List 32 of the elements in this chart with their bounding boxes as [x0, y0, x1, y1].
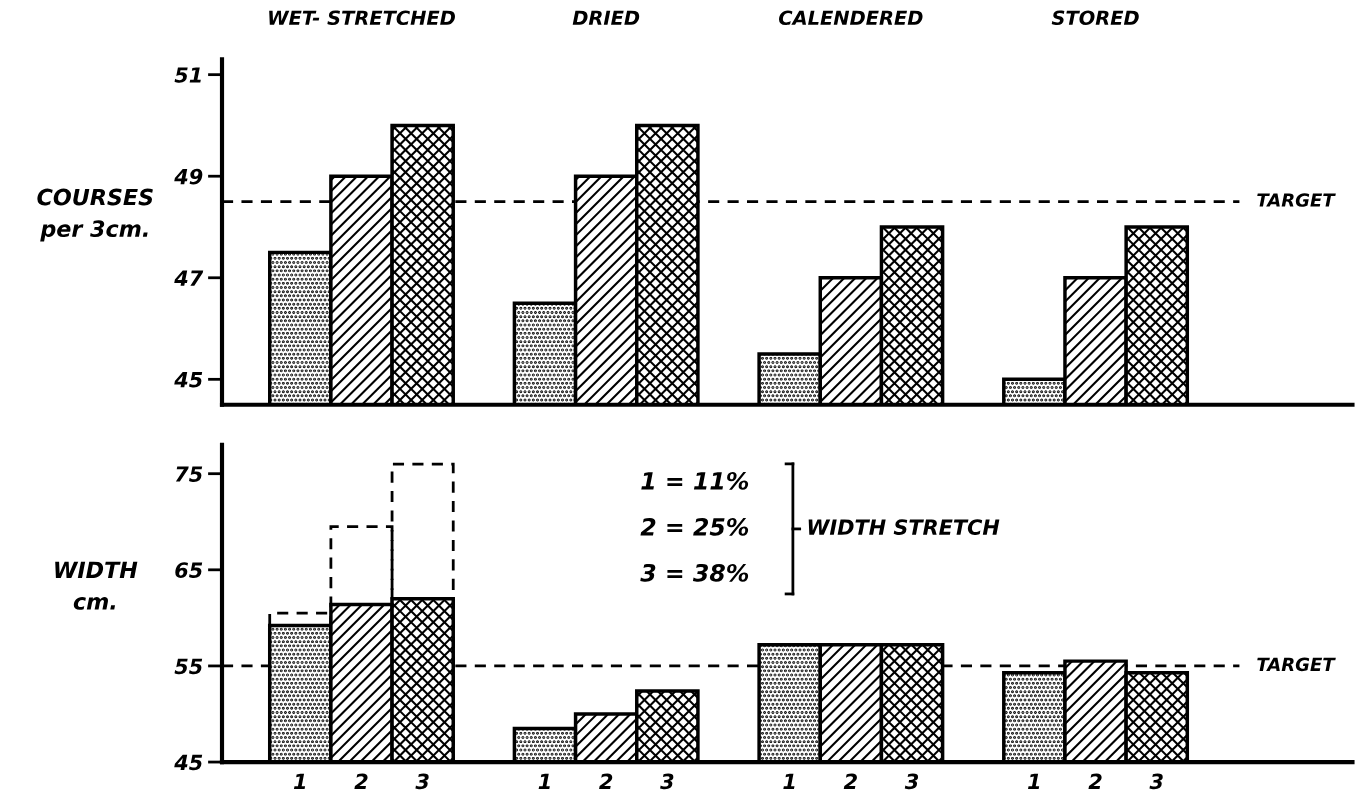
annotation: 2 = 25% [640, 517, 749, 536]
y-tick-label: 55 [174, 658, 203, 675]
y-tick-label: 51 [174, 67, 201, 83]
text: 3 [1149, 773, 1163, 790]
y-tick-label: 49 [174, 168, 203, 185]
text: 1 [783, 773, 795, 789]
text: 2 [1088, 773, 1102, 789]
x-tick-label: STORED [1051, 10, 1139, 26]
annotation: 1 = 11% [641, 471, 749, 490]
text: 2 [599, 773, 613, 789]
x-tick-label: WET- STRETCHED [269, 10, 455, 26]
y-axis-title: WIDTH cm. [55, 561, 138, 610]
annotation: 3 = 38% [640, 563, 749, 582]
y-tick-label: 45 [174, 372, 203, 388]
x-tick-label: DRIED [572, 10, 640, 25]
series-label: 1 [293, 773, 306, 789]
text: 1 [538, 773, 550, 789]
text: 3 [660, 773, 674, 790]
text: 1 [1028, 773, 1040, 789]
x-tick-label: CALENDERED [779, 10, 923, 26]
y-tick-label: 75 [175, 466, 203, 482]
y-tick-label: 47 [174, 270, 204, 286]
text: 2 [843, 773, 857, 789]
series-label: 2 [354, 773, 368, 789]
series-label: 3 [415, 773, 429, 790]
text: 3 [904, 773, 919, 790]
ref-line-label: TARGET [1257, 193, 1336, 207]
annotation: WIDTH STRETCH [808, 519, 1000, 535]
ref-line-label: TARGET [1257, 657, 1336, 672]
y-tick-label: 65 [175, 562, 203, 579]
y-axis-title: COURSES per 3cm. [37, 188, 153, 242]
y-tick-label: 45 [174, 754, 203, 771]
